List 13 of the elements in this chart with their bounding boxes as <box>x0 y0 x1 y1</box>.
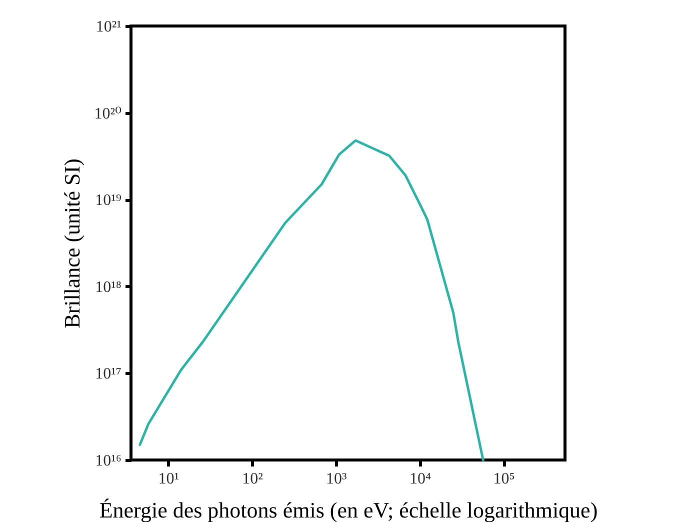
x-tick-label: 10⁵ <box>493 470 515 488</box>
y-tick-label: 10¹⁶ <box>95 452 122 470</box>
y-tick-label: 10²⁰ <box>94 105 122 122</box>
x-tick-label: 10² <box>242 470 264 488</box>
y-tick-label: 10¹⁹ <box>95 192 122 210</box>
x-tick-label: 10³ <box>326 470 347 488</box>
y-axis-title: Brillance (unité SI) <box>59 158 84 328</box>
y-tick-label: 10¹⁸ <box>95 278 122 296</box>
y-tick-label: 10²¹ <box>96 18 122 36</box>
x-axis-title: Énergie des photons émis (en eV; échelle logarithmique) <box>99 498 598 522</box>
x-tick-label: 10⁴ <box>409 470 432 488</box>
y-tick-label: 10¹⁷ <box>95 366 122 383</box>
x-tick-label: 10¹ <box>158 470 180 488</box>
